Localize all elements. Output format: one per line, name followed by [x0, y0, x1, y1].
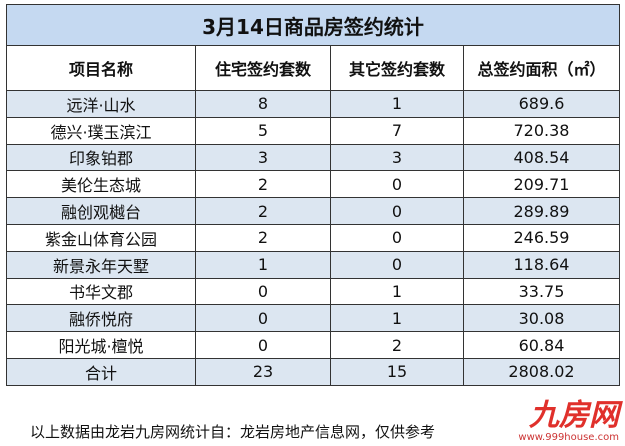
table-row: 融创观樾台 2 0 289.89 — [6, 197, 620, 225]
stats-table: 3月14日商品房签约统计 项目名称 住宅签约套数 其它签约套数 总签约面积（㎡） 远洋·… — [6, 4, 620, 386]
table-cell: 689.6 — [463, 90, 620, 118]
header-row: 项目名称 住宅签约套数 其它签约套数 总签约面积（㎡） — [6, 45, 620, 91]
table-row: 德兴·璞玉滨江 5 7 720.38 — [6, 116, 620, 145]
table-cell: 紫金山体育公园 — [6, 223, 196, 252]
footer-note: 以上数据由龙岩九房网统计自：龙岩房地产信息网，仅供参考 — [30, 423, 436, 441]
table-title: 3月14日商品房签约统计 — [6, 4, 620, 46]
watermark-url: www.999house.com — [518, 432, 619, 443]
table-cell: 新景永年天墅 — [6, 250, 196, 279]
table-cell: 阳光城·檀悦 — [6, 331, 196, 359]
table-row: 紫金山体育公园 2 0 246.59 — [6, 223, 620, 252]
table-cell: 0 — [330, 197, 464, 225]
table-cell: 8 — [195, 90, 331, 118]
table-row: 印象铂郡 3 3 408.54 — [6, 143, 620, 172]
table-cell: 1 — [330, 304, 464, 333]
table-row: 融侨悦府 0 1 30.08 — [6, 304, 620, 333]
table-row: 远洋·山水 8 1 689.6 — [6, 90, 620, 118]
table-cell: 5 — [195, 116, 331, 145]
table-cell: 1 — [330, 277, 464, 306]
table-cell: 209.71 — [463, 170, 620, 199]
table-cell: 合计 — [6, 357, 196, 386]
table-cell: 720.38 — [463, 116, 620, 145]
header-cell: 住宅签约套数 — [195, 45, 331, 91]
table-row: 新景永年天墅 1 0 118.64 — [6, 250, 620, 279]
table-cell: 1 — [195, 250, 331, 279]
table-cell: 2 — [330, 331, 464, 359]
table-row: 书华文郡 0 1 33.75 — [6, 277, 620, 306]
table-cell: 289.89 — [463, 197, 620, 225]
table-cell: 印象铂郡 — [6, 143, 196, 172]
table-cell: 书华文郡 — [6, 277, 196, 306]
table-cell: 融侨悦府 — [6, 304, 196, 333]
table-row: 阳光城·檀悦 0 2 60.84 — [6, 331, 620, 359]
table-cell: 15 — [330, 357, 464, 386]
table-cell: 60.84 — [463, 331, 620, 359]
table-cell: 0 — [195, 331, 331, 359]
table-cell: 3 — [195, 143, 331, 172]
table-cell: 0 — [195, 277, 331, 306]
table-cell: 3 — [330, 143, 464, 172]
table-cell: 2 — [195, 223, 331, 252]
header-cell: 总签约面积（㎡） — [463, 45, 620, 91]
table-cell: 0 — [330, 223, 464, 252]
watermark: 九房网 www.999house.com — [518, 398, 619, 444]
table-row: 合计 23 15 2808.02 — [6, 357, 620, 386]
table-cell: 118.64 — [463, 250, 620, 279]
table-cell: 0 — [330, 170, 464, 199]
table-cell: 1 — [330, 90, 464, 118]
table-cell: 2 — [195, 170, 331, 199]
table-cell: 2808.02 — [463, 357, 620, 386]
table-cell: 2 — [195, 197, 331, 225]
table-cell: 融创观樾台 — [6, 197, 196, 225]
table-cell: 0 — [195, 304, 331, 333]
title-row: 3月14日商品房签约统计 — [6, 4, 620, 46]
table-cell: 33.75 — [463, 277, 620, 306]
table-cell: 30.08 — [463, 304, 620, 333]
table-cell: 7 — [330, 116, 464, 145]
table-cell: 23 — [195, 357, 331, 386]
table-cell: 246.59 — [463, 223, 620, 252]
header-cell: 其它签约套数 — [330, 45, 464, 91]
table-cell: 408.54 — [463, 143, 620, 172]
table-cell: 美伦生态城 — [6, 170, 196, 199]
header-cell: 项目名称 — [6, 45, 196, 91]
table-row: 美伦生态城 2 0 209.71 — [6, 170, 620, 199]
table-cell: 德兴·璞玉滨江 — [6, 116, 196, 145]
watermark-brand: 九房网 — [529, 398, 619, 433]
table-cell: 远洋·山水 — [6, 90, 196, 118]
table-cell: 0 — [330, 250, 464, 279]
